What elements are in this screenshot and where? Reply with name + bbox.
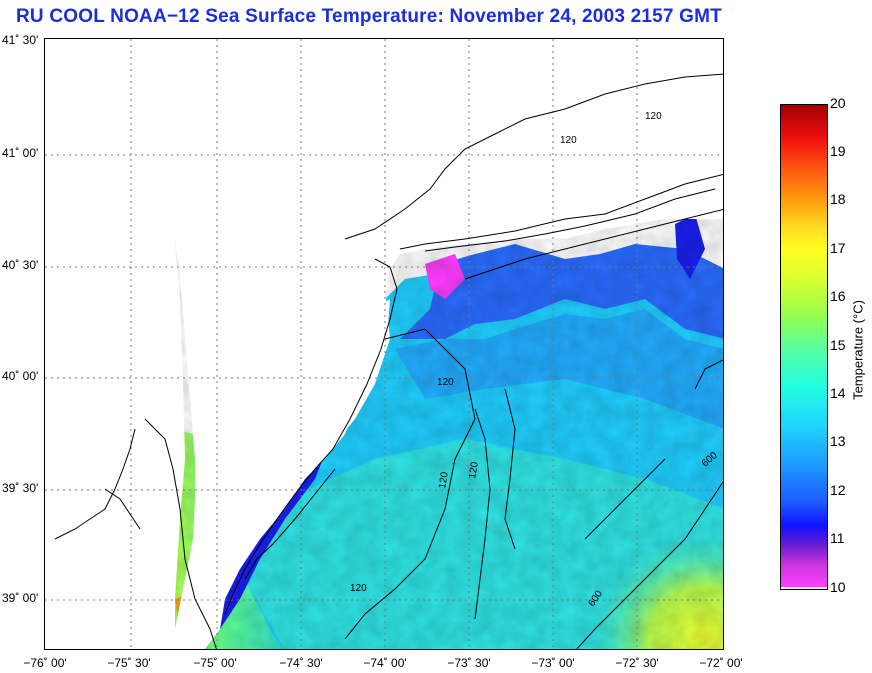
lat-label: 40˚ 00' [2, 369, 39, 383]
lon-label: −74˚ 30' [279, 656, 323, 670]
colorbar-tick: 10 [830, 579, 846, 595]
lat-label: 41˚ 00' [2, 146, 39, 160]
land-mass [335, 299, 390, 394]
colorbar-tick: 14 [830, 385, 846, 401]
graticule [45, 39, 723, 649]
lon-label: −72˚ 00' [699, 656, 743, 670]
isobath-label: 120 [560, 135, 577, 146]
sst-map-canvas: 120 120 120 120 120 120 600 600 [45, 39, 723, 649]
lat-label: 41˚ 30' [2, 33, 39, 47]
colorbar-tick: 13 [830, 433, 846, 449]
isobath-label: 120 [350, 583, 367, 594]
colorbar-tick: 19 [830, 143, 846, 159]
colorbar-tick: 20 [830, 95, 846, 111]
land-mass [45, 39, 723, 649]
coastline [54, 73, 723, 649]
lon-label: −74˚ 00' [363, 656, 407, 670]
isobath-label: 120 [437, 471, 451, 490]
lon-label: −73˚ 00' [531, 656, 575, 670]
lon-label: −75˚ 00' [193, 656, 237, 670]
lon-label: −72˚ 30' [615, 656, 659, 670]
colorbar-tick: 12 [830, 482, 846, 498]
colorbar-unit-label: Temperature (°C) [850, 300, 866, 400]
colorbar-tick: 16 [830, 288, 846, 304]
colorbar-gradient [780, 104, 828, 590]
lat-label: 39˚ 30' [2, 481, 39, 495]
lat-label: 40˚ 30' [2, 258, 39, 272]
isobath-label: 120 [437, 377, 454, 388]
map-title: RU COOL NOAA−12 Sea Surface Temperature:… [16, 6, 722, 27]
colorbar-below-min [780, 587, 828, 590]
colorbar-tick: 18 [830, 191, 846, 207]
lon-label: −76˚ 00' [23, 656, 67, 670]
colorbar-tick: 11 [830, 530, 845, 546]
isobath-label: 120 [467, 461, 481, 480]
sst-map[interactable]: 120 120 120 120 120 120 600 600 [44, 38, 724, 650]
isobath-contours [344, 208, 723, 649]
colorbar-tick: 15 [830, 337, 846, 353]
lat-label: 39˚ 00' [2, 591, 39, 605]
isobath-label: 120 [645, 111, 662, 122]
temperature-colorbar: 20 19 18 17 16 15 14 13 12 11 10 [780, 95, 846, 595]
lon-label: −73˚ 30' [447, 656, 491, 670]
lon-label: −75˚ 30' [107, 656, 151, 670]
colorbar-tick: 17 [830, 240, 846, 256]
